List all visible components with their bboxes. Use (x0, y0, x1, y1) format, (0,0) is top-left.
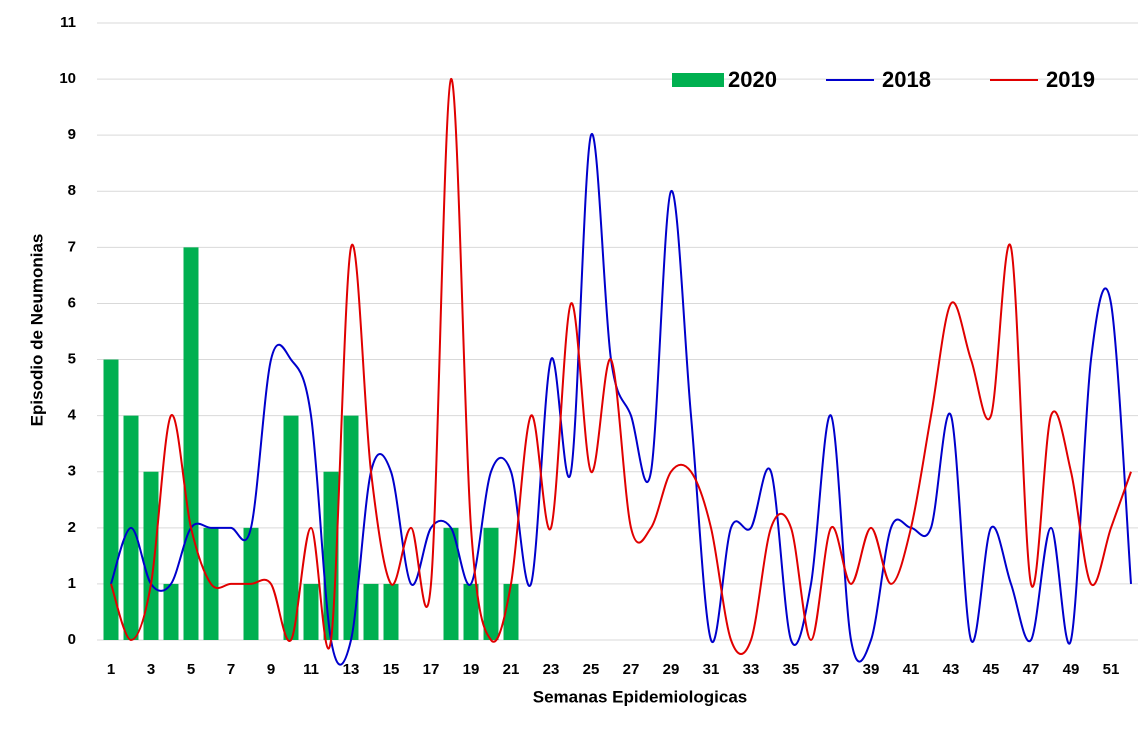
x-tick-label: 17 (423, 661, 440, 678)
y-tick-label: 6 (68, 294, 76, 311)
x-tick-label: 11 (303, 661, 319, 678)
y-tick-label: 0 (68, 631, 76, 648)
y-tick-label: 7 (68, 238, 76, 255)
x-tick-label: 5 (187, 661, 195, 678)
x-tick-label: 49 (1063, 661, 1080, 678)
x-axis-title: Semanas Epidemiologicas (533, 687, 747, 706)
bar (483, 527, 499, 640)
x-tick-label: 35 (783, 661, 800, 678)
x-tick-label: 27 (623, 661, 640, 678)
legend-label: 2020 (728, 67, 777, 92)
bar (103, 359, 119, 640)
bar (503, 583, 519, 640)
y-tick-label: 11 (60, 14, 76, 31)
bar (163, 583, 179, 640)
bar (383, 583, 399, 640)
bar (463, 583, 479, 640)
bar (343, 415, 359, 640)
line (110, 133, 1132, 666)
x-tick-label: 41 (903, 661, 920, 678)
bar (143, 471, 159, 640)
x-tick-label: 39 (863, 661, 880, 678)
x-tick-label: 25 (583, 661, 600, 678)
x-tick-label: 3 (147, 661, 155, 678)
x-tick-label: 9 (267, 661, 275, 678)
y-tick-label: 8 (68, 182, 76, 199)
x-tick-label: 19 (463, 661, 480, 678)
x-tick-label: 29 (663, 661, 680, 678)
bar (443, 527, 459, 640)
x-tick-label: 23 (543, 661, 560, 678)
y-tick-label: 10 (59, 70, 76, 87)
x-tick-label: 1 (107, 661, 115, 678)
bar (363, 583, 379, 640)
y-tick-label: 9 (68, 126, 76, 143)
x-tick-label: 51 (1103, 661, 1120, 678)
y-tick-label: 1 (68, 575, 76, 592)
y-tick-label: 3 (68, 463, 76, 480)
legend-label: 2019 (1046, 67, 1095, 92)
x-tick-label: 21 (503, 661, 520, 678)
y-tick-label: 4 (68, 407, 77, 424)
x-tick-label: 43 (943, 661, 960, 678)
y-tick-label: 2 (68, 519, 76, 536)
x-tick-label: 45 (983, 661, 1000, 678)
legend-swatch (672, 73, 724, 87)
x-tick-label: 33 (743, 661, 760, 678)
x-tick-label: 31 (703, 661, 720, 678)
bar (283, 415, 299, 640)
bar (183, 247, 199, 640)
legend-label: 2018 (882, 67, 931, 92)
x-tick-label: 37 (823, 661, 840, 678)
x-tick-label: 13 (343, 661, 360, 678)
y-axis-title: Episodio de Neumonias (27, 234, 46, 427)
x-tick-label: 15 (383, 661, 400, 678)
y-tick-label: 5 (68, 351, 76, 368)
x-tick-label: 7 (227, 661, 235, 678)
line (110, 78, 1132, 656)
x-tick-label: 47 (1023, 661, 1040, 678)
bar (303, 583, 319, 640)
